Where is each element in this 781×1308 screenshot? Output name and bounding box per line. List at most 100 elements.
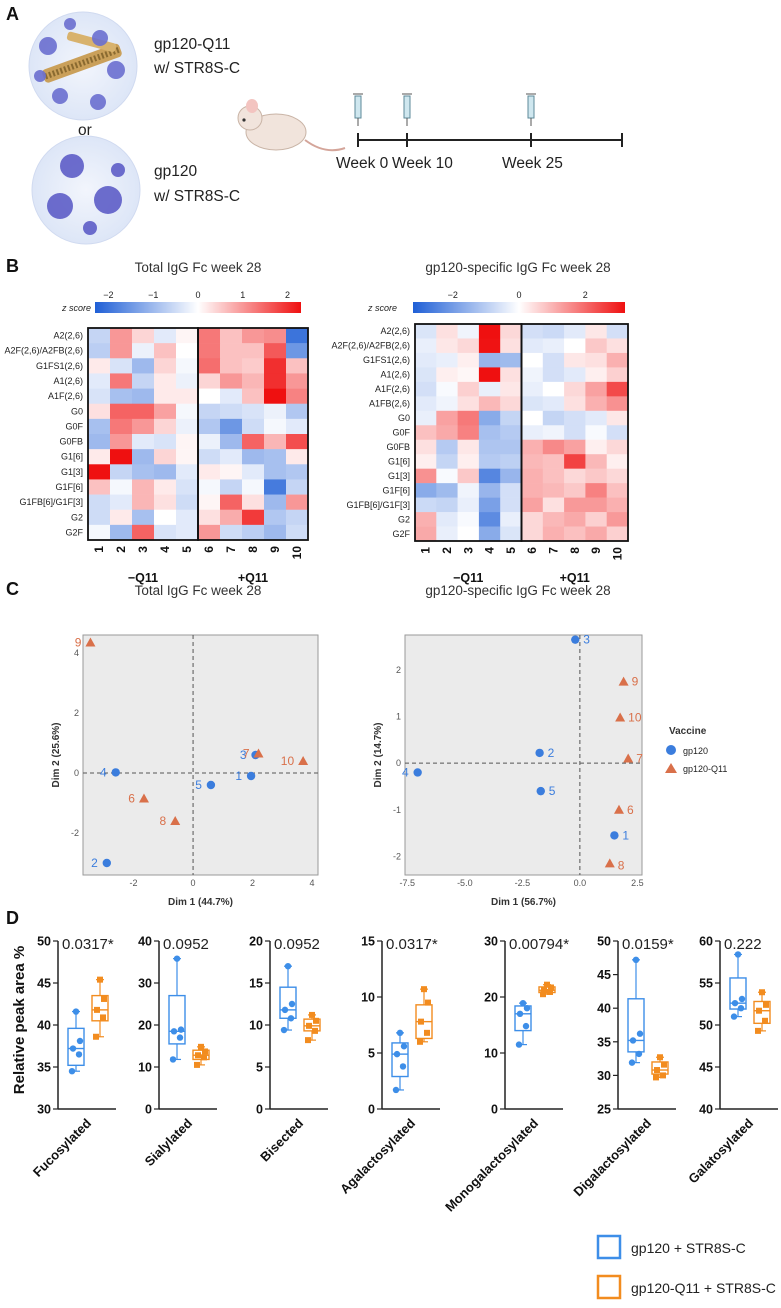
row-label: G0F — [65, 421, 83, 431]
point-label: 9 — [632, 675, 639, 689]
row-label: G0 — [398, 413, 410, 423]
heatmap-cell — [457, 425, 480, 441]
pca-plots: Total IgG Fc week 28 -2 0 2 4 -2 0 2 4 Dim 1 (44.… — [51, 583, 727, 908]
heatmap-cell — [606, 352, 629, 368]
heatmap-cell — [564, 497, 586, 513]
row-label: G0FB — [59, 437, 83, 447]
heatmap-cell — [606, 338, 629, 354]
box-panel-bisected: 0 5 10 15 20 0.0952 Bisected — [249, 935, 328, 1164]
heatmap-cell — [110, 524, 133, 541]
y-tick: 5 — [368, 1047, 375, 1061]
heatmap-cell — [478, 381, 501, 397]
point-label: 8 — [618, 858, 625, 872]
p-value: 0.0952 — [274, 936, 320, 953]
box — [627, 998, 645, 1053]
pca-plot-1: Total IgG Fc week 28 -2 0 2 4 -2 0 2 4 Dim 1 (44.… — [51, 583, 319, 908]
y-tick: 50 — [37, 935, 51, 949]
syringe-icon — [353, 93, 363, 126]
row-label: G1FS1(2,6) — [363, 355, 410, 365]
heatmap-cell — [500, 497, 522, 513]
timeline-label: Week 10 — [392, 155, 453, 172]
heatmap-cell — [436, 367, 458, 383]
heatmap-cell — [436, 410, 458, 426]
heatmap-cell — [154, 509, 177, 526]
data-point — [169, 1056, 177, 1063]
box — [168, 994, 186, 1045]
colorbar-tick: 0 — [516, 290, 521, 300]
y-tick: 0 — [491, 1103, 498, 1117]
heatmap-cell — [220, 373, 243, 389]
heatmap-cell — [132, 434, 155, 450]
row-label: A1(2,6) — [53, 376, 83, 386]
data-point — [629, 1037, 637, 1044]
data-point — [76, 1037, 84, 1045]
heatmap-cell — [242, 494, 265, 511]
heatmap-cell — [415, 425, 437, 441]
heatmap-cell — [521, 367, 544, 383]
mouse-illustration — [237, 99, 346, 152]
y-tick: 15 — [361, 935, 375, 949]
y-tick: 30 — [484, 935, 498, 949]
heatmap-cell — [542, 512, 565, 527]
heatmap-cell — [242, 418, 265, 435]
heatmap-cell — [88, 388, 111, 405]
heatmap-cell — [542, 381, 565, 397]
heatmap-cell — [478, 454, 501, 469]
x-tick: 0 — [191, 878, 196, 888]
heatmap-cell — [564, 454, 586, 469]
heatmap-cell — [606, 381, 629, 397]
data-point — [101, 995, 107, 1002]
heatmap-cell — [500, 367, 522, 383]
zscore-label: z score — [61, 303, 91, 313]
data-point — [392, 1086, 400, 1094]
heatmap-cell — [564, 324, 586, 339]
heatmap-cell — [521, 425, 544, 441]
y-tick: 10 — [138, 1061, 152, 1075]
heatmap-cell — [88, 464, 111, 480]
heatmap-cell — [457, 468, 480, 484]
heatmap-cell — [286, 388, 309, 405]
panel-label-b: B — [6, 256, 19, 276]
heatmap-cell — [457, 367, 480, 383]
heatmap-cell — [220, 388, 243, 405]
heatmap-cell — [606, 497, 629, 513]
y-tick: 20 — [138, 1019, 152, 1033]
heatmap-cell — [415, 381, 437, 397]
panel-label-a: A — [6, 4, 19, 24]
heatmap-cell — [521, 410, 544, 426]
legend-swatch-gp120 — [596, 1234, 622, 1260]
data-point — [515, 1041, 523, 1048]
timeline — [357, 133, 623, 147]
group-frame — [520, 323, 629, 542]
y-tick: 25 — [597, 1103, 611, 1117]
row-label: A1F(2,6) — [375, 384, 410, 394]
data-point — [425, 999, 431, 1006]
heatmap-cell — [542, 454, 565, 469]
heatmap-cell — [457, 396, 480, 412]
row-label: G2F — [392, 529, 410, 539]
heatmap-cell — [88, 494, 111, 511]
row-label: G1F[6] — [55, 482, 83, 492]
column-label: 9 — [268, 546, 282, 553]
x-tick: 2 — [250, 878, 255, 888]
y-tick: 0 — [368, 1103, 375, 1117]
data-point — [734, 951, 742, 958]
row-label: G1[6] — [61, 452, 83, 462]
heatmap-cell — [585, 526, 607, 542]
heatmap-cell — [500, 468, 522, 484]
heatmap-cell — [457, 338, 480, 354]
heatmap-cell — [500, 526, 522, 542]
heatmap-cell — [521, 396, 544, 412]
heatmap-cell — [436, 526, 458, 542]
heatmap-cell — [242, 343, 265, 359]
heatmap-cell — [154, 434, 177, 450]
heatmap-cell — [176, 524, 199, 541]
x-tick: 0.0 — [574, 878, 587, 888]
heatmap-cell — [198, 524, 221, 541]
data-point — [198, 1043, 204, 1050]
heatmap-cell — [286, 494, 309, 511]
heatmap-cell — [606, 468, 629, 484]
panel-label-d: D — [6, 908, 19, 928]
column-label: 1 — [92, 546, 106, 553]
y-tick: 35 — [597, 1035, 611, 1049]
